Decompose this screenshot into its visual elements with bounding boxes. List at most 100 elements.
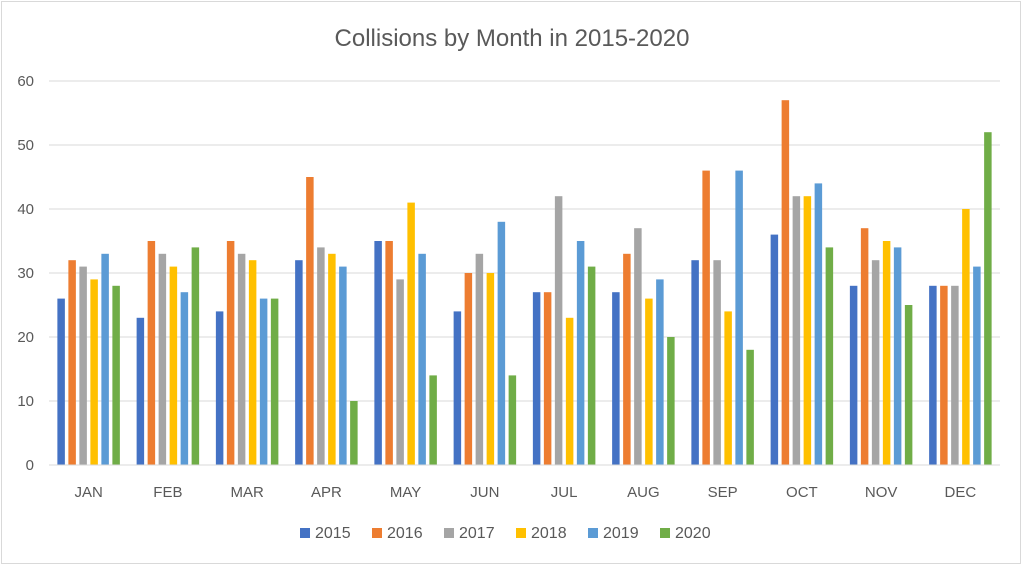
- x-tick-label: OCT: [786, 484, 818, 501]
- bar-2017-oct: [792, 196, 801, 465]
- bar-2018-apr: [328, 253, 336, 465]
- bar-2019-jul: [576, 241, 585, 465]
- bar-2018-may: [407, 202, 415, 465]
- bars: [57, 100, 992, 465]
- bar-2017-may: [396, 279, 404, 465]
- bar-2015-mar: [215, 311, 224, 465]
- x-tick-label: AUG: [627, 484, 660, 501]
- bar-2018-oct: [803, 196, 812, 465]
- bar-2018-jun: [486, 273, 495, 465]
- x-tick-label: SEP: [708, 484, 738, 501]
- bar-2016-jan: [68, 260, 76, 465]
- bar-2020-may: [429, 375, 437, 465]
- bar-2017-sep: [713, 260, 721, 465]
- y-tick-label: 20: [17, 329, 34, 346]
- bar-2018-feb: [169, 266, 178, 465]
- bar-2015-jun: [453, 311, 462, 465]
- y-tick-label: 60: [17, 73, 34, 90]
- bar-2019-aug: [656, 279, 664, 465]
- bar-2020-mar: [270, 298, 279, 465]
- bar-2017-jan: [79, 266, 87, 465]
- bar-2019-oct: [814, 183, 823, 465]
- bar-2015-dec: [929, 285, 937, 465]
- y-tick-label: 30: [17, 265, 34, 282]
- bar-2020-jul: [587, 266, 596, 465]
- bar-2017-aug: [634, 228, 642, 465]
- x-axis-ticks: JAN FEB MAR APR MAY JUN JUL AUG SEP OCT NOV DEC: [74, 484, 976, 501]
- bar-2016-may: [385, 241, 393, 465]
- bar-2018-sep: [724, 311, 732, 465]
- bar-2016-aug: [623, 253, 631, 465]
- x-tick-label: MAR: [230, 484, 264, 501]
- bar-2015-oct: [770, 234, 779, 465]
- bar-2016-sep: [702, 170, 710, 465]
- bar-2017-jul: [554, 196, 563, 465]
- bar-2020-dec: [984, 132, 992, 465]
- legend-label-2015: 2015: [315, 525, 351, 542]
- bar-2016-jun: [464, 273, 473, 465]
- bar-2017-mar: [237, 253, 246, 465]
- x-tick-label: JAN: [74, 484, 102, 501]
- y-tick-label: 0: [26, 457, 34, 474]
- y-tick-label: 40: [17, 201, 34, 218]
- bar-2015-aug: [612, 292, 620, 465]
- y-tick-label: 10: [17, 393, 34, 410]
- bar-2018-jan: [90, 279, 98, 465]
- bar-2020-jan: [112, 285, 120, 465]
- bar-2020-aug: [667, 337, 675, 465]
- x-tick-label: DEC: [945, 484, 977, 501]
- bar-2016-dec: [940, 285, 948, 465]
- bar-2018-nov: [882, 241, 891, 465]
- legend-label-2018: 2018: [531, 525, 567, 542]
- x-tick-label: FEB: [153, 484, 182, 501]
- bar-2020-apr: [350, 401, 358, 465]
- bar-2019-may: [418, 253, 426, 465]
- bar-2019-nov: [893, 247, 902, 465]
- bar-2016-oct: [781, 100, 790, 465]
- y-axis-ticks: 0 10 20 30 40 50 60: [17, 73, 34, 474]
- bar-2019-mar: [259, 298, 268, 465]
- bar-2015-jul: [532, 292, 541, 465]
- legend-swatch-2017: [444, 528, 454, 538]
- gridlines: [49, 80, 1000, 402]
- bar-2018-mar: [248, 260, 257, 465]
- bar-2020-oct: [825, 247, 834, 465]
- x-tick-label: JUN: [470, 484, 499, 501]
- bar-2018-dec: [962, 209, 970, 465]
- bar-2020-sep: [746, 349, 754, 465]
- legend-label-2020: 2020: [675, 525, 711, 542]
- x-tick-label: NOV: [865, 484, 898, 501]
- bar-2019-dec: [973, 266, 981, 465]
- legend-swatch-2015: [300, 528, 310, 538]
- bar-2019-feb: [180, 292, 189, 465]
- bar-2016-jul: [543, 292, 552, 465]
- legend-swatch-2019: [588, 528, 598, 538]
- y-tick-label: 50: [17, 137, 34, 154]
- bar-2019-sep: [735, 170, 743, 465]
- bar-2015-sep: [691, 260, 699, 465]
- legend: 2015 2016 2017 2018 2019 2020: [300, 525, 711, 542]
- bar-2016-apr: [306, 177, 314, 465]
- chart-title: Collisions by Month in 2015-2020: [335, 25, 690, 52]
- bar-2020-nov: [904, 305, 913, 465]
- bar-2020-feb: [191, 247, 200, 465]
- bar-2016-nov: [860, 228, 869, 465]
- legend-swatch-2020: [660, 528, 670, 538]
- bar-2018-aug: [645, 298, 653, 465]
- bar-2019-jun: [497, 221, 506, 465]
- bar-2018-jul: [565, 317, 574, 465]
- bar-2017-feb: [158, 253, 167, 465]
- bar-2016-mar: [226, 241, 235, 465]
- bar-2015-may: [374, 241, 382, 465]
- bar-2020-jun: [508, 375, 517, 465]
- bar-2019-jan: [101, 253, 109, 465]
- bar-2015-nov: [849, 285, 858, 465]
- legend-swatch-2016: [372, 528, 382, 538]
- bar-2017-dec: [951, 285, 959, 465]
- legend-label-2019: 2019: [603, 525, 639, 542]
- legend-swatch-2018: [516, 528, 526, 538]
- bar-2017-apr: [317, 247, 325, 465]
- bar-2017-nov: [871, 260, 880, 465]
- bar-2015-jan: [57, 298, 65, 465]
